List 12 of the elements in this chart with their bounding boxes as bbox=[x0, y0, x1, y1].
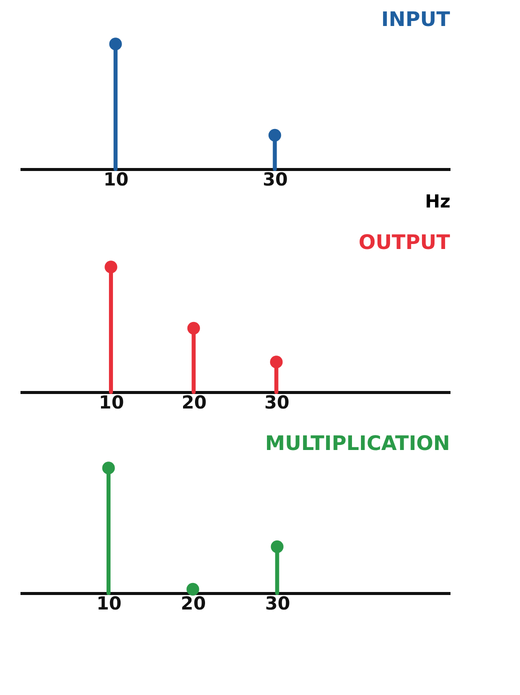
chart-title: MULTIPLICATION bbox=[265, 431, 450, 455]
x-tick-label: 30 bbox=[265, 594, 290, 614]
x-tick-label: 30 bbox=[264, 392, 290, 414]
x-tick-label: 10 bbox=[96, 594, 122, 614]
x-axis-title: Hz bbox=[424, 192, 450, 212]
x-tick-label: 10 bbox=[104, 170, 129, 190]
chart-title: OUTPUT bbox=[358, 230, 450, 254]
x-tick-label: 30 bbox=[262, 170, 288, 190]
x-tick-label: 10 bbox=[98, 392, 124, 414]
x-tick-label: 20 bbox=[182, 392, 207, 414]
chart-title: INPUT bbox=[381, 7, 450, 31]
x-tick-label: 20 bbox=[180, 594, 206, 614]
